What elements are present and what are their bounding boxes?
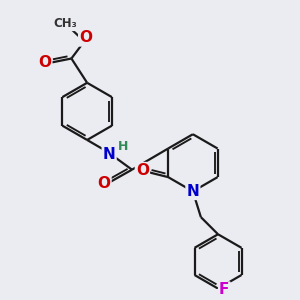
Text: O: O	[79, 30, 92, 45]
Text: O: O	[98, 176, 110, 191]
Text: H: H	[117, 140, 128, 153]
Text: O: O	[136, 163, 149, 178]
Text: N: N	[103, 147, 116, 162]
Text: CH₃: CH₃	[53, 17, 77, 30]
Text: O: O	[38, 55, 51, 70]
Text: F: F	[219, 283, 230, 298]
Text: N: N	[187, 184, 199, 199]
